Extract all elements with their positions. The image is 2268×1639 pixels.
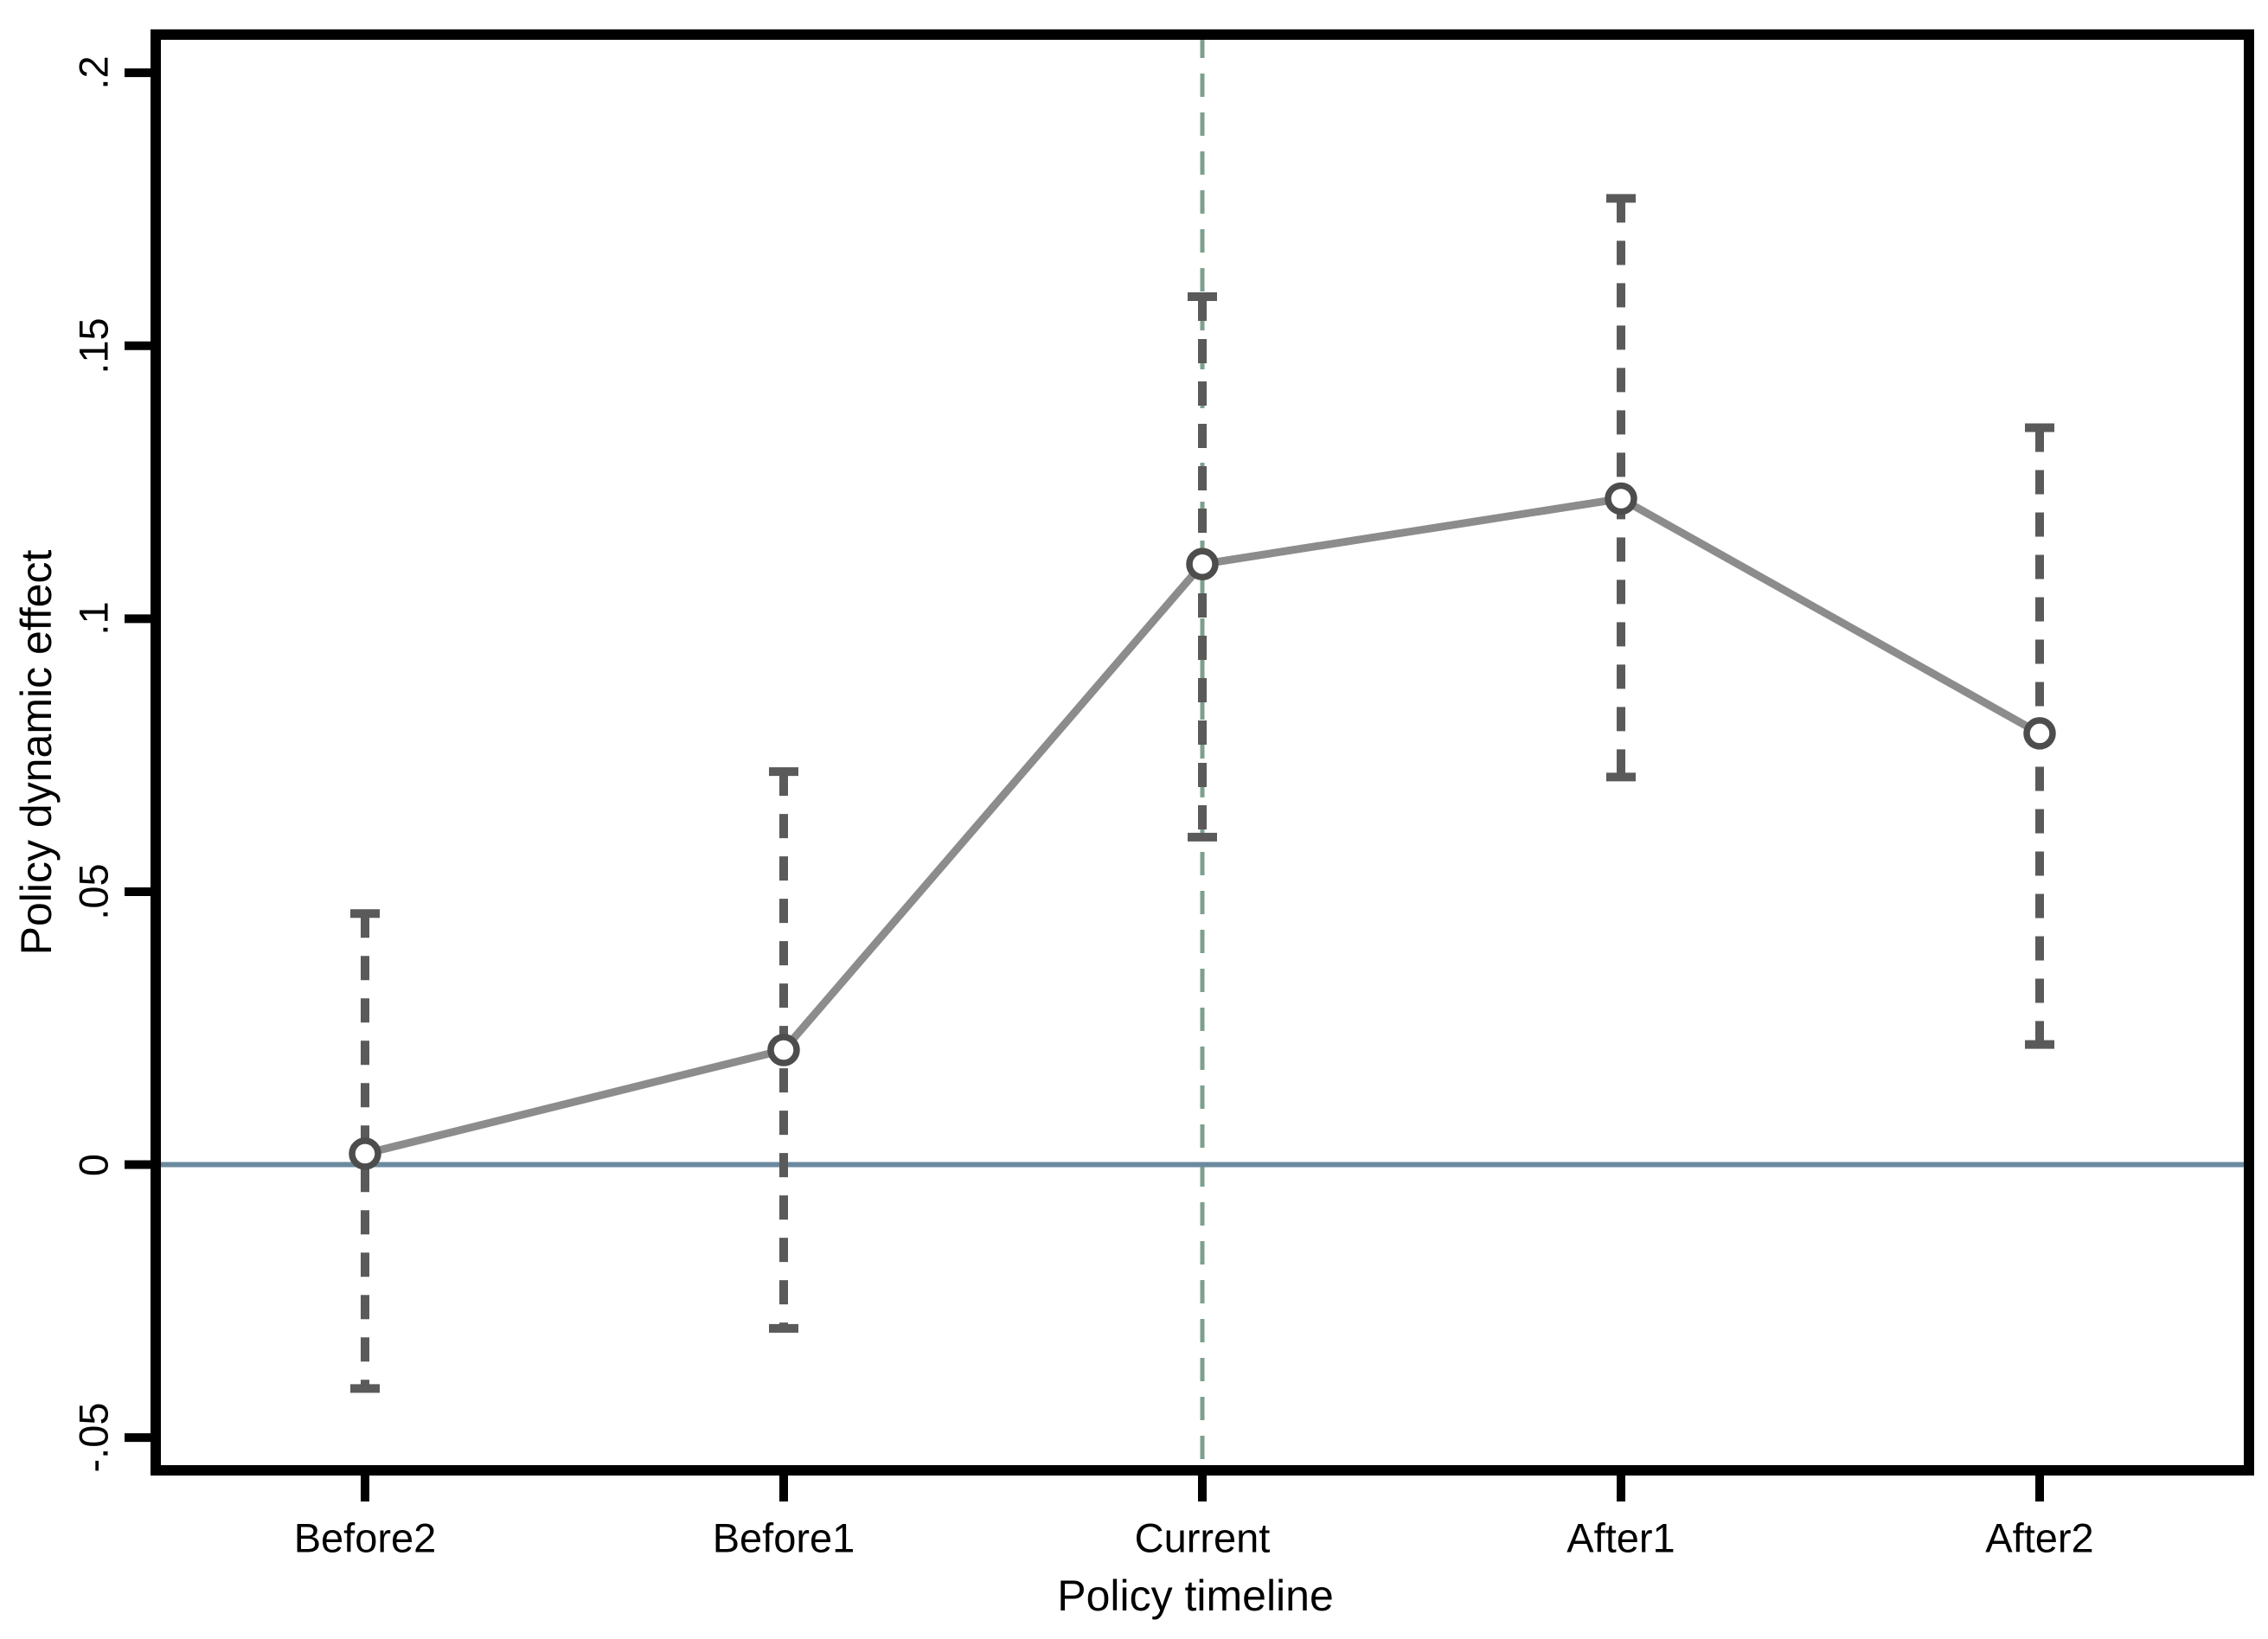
point-marker <box>1186 547 1219 580</box>
y-tick-label: .05 <box>70 863 117 920</box>
y-tick-label: -.05 <box>70 1402 117 1473</box>
x-tick-label: Before2 <box>293 1514 437 1561</box>
x-tick-label: After1 <box>1566 1514 1675 1561</box>
y-tick-label: .2 <box>70 55 117 90</box>
point-marker <box>767 1034 800 1066</box>
y-tick-label: .1 <box>70 601 117 636</box>
x-tick-label: Before1 <box>712 1514 855 1561</box>
y-tick-label: 0 <box>70 1153 117 1177</box>
plot-frame <box>151 29 2254 1476</box>
x-tick-label: Current <box>1134 1514 1271 1561</box>
y-axis-title: Policy dynamic effect <box>12 549 61 956</box>
y-tick-label: .15 <box>70 317 117 375</box>
point-marker <box>1605 482 1637 515</box>
point-marker <box>2023 717 2056 750</box>
x-tick-label: After2 <box>1985 1514 2094 1561</box>
x-axis-title: Policy timeline <box>1057 1572 1334 1620</box>
point-marker <box>349 1137 381 1170</box>
